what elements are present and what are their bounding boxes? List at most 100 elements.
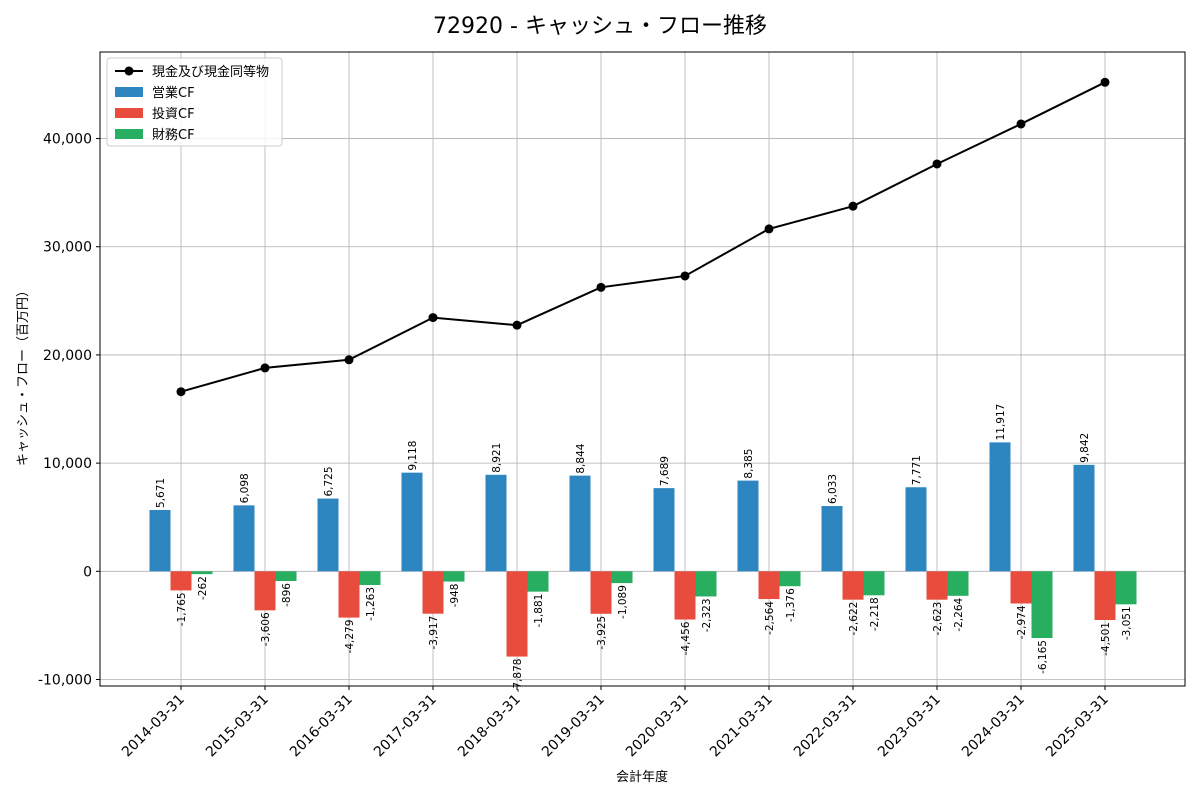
bar-投資CF-2018-03-31 (506, 571, 528, 657)
bar-財務CF-2023-03-31 (947, 571, 969, 596)
line-point (344, 355, 354, 365)
data-label: -1,765 (176, 592, 188, 626)
bar-財務CF-2019-03-31 (611, 571, 633, 584)
y-tick-label: 30,000 (43, 240, 92, 256)
y-tick-label: 10,000 (43, 456, 92, 472)
data-label: -1,881 (533, 594, 545, 628)
x-tick-label: 2016-03-31 (287, 692, 356, 761)
bar-営業CF-2021-03-31 (737, 480, 759, 572)
data-label: -3,917 (428, 616, 440, 650)
data-label: -262 (197, 576, 209, 600)
bar-投資CF-2024-03-31 (1010, 571, 1032, 604)
bar-財務CF-2018-03-31 (527, 571, 549, 592)
data-label: 9,842 (1079, 433, 1091, 463)
x-tick-label: 2024-03-31 (959, 692, 1028, 761)
data-label: -1,376 (785, 588, 797, 622)
data-label: -1,263 (365, 587, 377, 621)
data-label: -3,051 (1121, 606, 1133, 640)
bar-営業CF-2022-03-31 (821, 506, 843, 572)
data-label: -2,974 (1016, 605, 1028, 639)
line-point (428, 313, 438, 323)
y-tick-label: 0 (83, 564, 92, 580)
data-label: -4,501 (1100, 622, 1112, 656)
bar-営業CF-2017-03-31 (401, 472, 423, 572)
bar-営業CF-2024-03-31 (989, 442, 1011, 572)
data-label: -4,456 (680, 621, 692, 655)
bar-財務CF-2017-03-31 (443, 571, 465, 582)
bar-営業CF-2018-03-31 (485, 474, 507, 572)
x-tick-label: 2023-03-31 (875, 692, 944, 761)
bar-投資CF-2020-03-31 (674, 571, 696, 620)
bar-財務CF-2015-03-31 (275, 571, 297, 582)
y-axis-label: キャッシュ・フロー（百万円） (16, 284, 31, 466)
bars-layer (149, 442, 1137, 657)
data-label: -3,925 (596, 616, 608, 650)
data-label: -896 (281, 583, 293, 607)
line-point (596, 282, 606, 292)
bar-投資CF-2017-03-31 (422, 571, 444, 614)
data-label: 8,921 (491, 443, 503, 473)
x-tick-label: 2014-03-31 (119, 692, 188, 761)
data-label: 8,844 (575, 443, 587, 473)
bar-labels-layer: 5,671 6,098 6,725 9,118 8,921 8,844 7,689 8,385… (155, 404, 1133, 693)
x-tick-label: 2025-03-31 (1043, 692, 1112, 761)
bar-営業CF-2016-03-31 (317, 498, 339, 572)
x-tick-label: 2018-03-31 (455, 692, 524, 761)
x-tick-label: 2021-03-31 (707, 692, 776, 761)
data-label: -2,218 (869, 597, 881, 631)
data-label: -2,623 (932, 602, 944, 636)
line-point (260, 363, 270, 373)
data-label: 6,725 (323, 466, 335, 496)
y-tick-label: 40,000 (43, 132, 92, 148)
bar-財務CF-2020-03-31 (695, 571, 717, 597)
line-layer (176, 77, 1110, 397)
x-tick-label: 2020-03-31 (623, 692, 692, 761)
bar-投資CF-2016-03-31 (338, 571, 360, 618)
bar-財務CF-2024-03-31 (1031, 571, 1053, 639)
bar-財務CF-2025-03-31 (1115, 571, 1137, 605)
bar-投資CF-2014-03-31 (170, 571, 192, 591)
y-axis-ticks: -10,000 0 10,000 20,000 30,000 40,000 (38, 132, 100, 689)
bar-営業CF-2025-03-31 (1073, 464, 1095, 572)
bar-投資CF-2022-03-31 (842, 571, 864, 600)
bar-財務CF-2016-03-31 (359, 571, 381, 585)
data-label: 6,098 (239, 473, 251, 503)
line-point (512, 320, 522, 330)
line-point (680, 271, 690, 281)
line-point (1100, 77, 1110, 87)
x-axis-label: 会計年度 (616, 769, 668, 785)
legend-box (106, 57, 283, 147)
line-point (932, 159, 942, 169)
bar-財務CF-2014-03-31 (191, 571, 213, 575)
data-label: 8,385 (743, 449, 755, 479)
data-label: -3,606 (260, 612, 272, 646)
legend-bar-swatch (115, 129, 143, 139)
data-label: -2,564 (764, 601, 776, 635)
legend-entry-label: 営業CF (152, 85, 195, 101)
bar-営業CF-2023-03-31 (905, 487, 927, 572)
legend-bar-swatch (115, 87, 143, 97)
x-tick-label: 2015-03-31 (203, 692, 272, 761)
data-label: -2,622 (848, 602, 860, 636)
line-point (848, 201, 858, 211)
bar-投資CF-2019-03-31 (590, 571, 612, 614)
data-label: 9,118 (407, 441, 419, 471)
bar-投資CF-2023-03-31 (926, 571, 948, 600)
legend-entry-label: 現金及び現金同等物 (152, 64, 269, 80)
data-label: -4,279 (344, 620, 356, 654)
data-label: -2,323 (701, 598, 713, 632)
x-axis-ticks: 2014-03-31 2015-03-31 2016-03-31 2017-03-31… (119, 686, 1112, 760)
data-label: 7,689 (659, 456, 671, 486)
data-label: -7,878 (512, 659, 524, 693)
legend-entry-label: 財務CF (152, 128, 195, 143)
x-tick-label: 2019-03-31 (539, 692, 608, 761)
chart-title: 72920 - キャッシュ・フロー推移 (433, 14, 767, 39)
data-label: -1,089 (617, 585, 629, 619)
data-label: -2,264 (953, 598, 965, 632)
legend-marker (124, 66, 134, 76)
legend-entry-label: 投資CF (152, 106, 195, 122)
x-tick-label: 2017-03-31 (371, 692, 440, 761)
data-label: 11,917 (995, 404, 1007, 441)
line-point (176, 387, 186, 397)
